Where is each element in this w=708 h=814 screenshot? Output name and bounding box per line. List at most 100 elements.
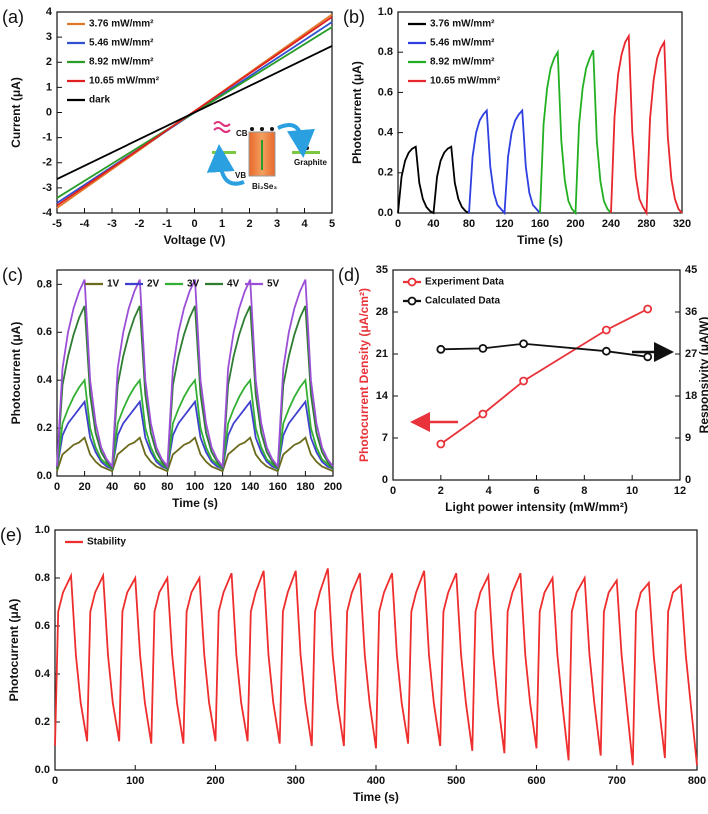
x-tick-label: -3 [107, 218, 117, 230]
annotation: CB [236, 129, 248, 138]
data-line [440, 342, 648, 358]
data-line [468, 108, 541, 216]
y-tick-label: 0.8 [35, 572, 50, 584]
data-line [610, 33, 683, 217]
data-line [440, 308, 649, 445]
legend-label: Stability [87, 537, 126, 548]
data-point [643, 352, 653, 362]
x-tick-label: 0 [54, 481, 60, 493]
x-tick-label: 200 [566, 218, 584, 230]
data-point [478, 409, 488, 419]
flow-arrow [277, 123, 315, 158]
x-tick-label: 4 [486, 485, 493, 497]
y-tick-label: 28 [376, 306, 388, 318]
electron [305, 146, 309, 150]
legend-label: Experiment Data [425, 277, 504, 288]
legend-label: 8.92 mW/mm² [89, 57, 154, 68]
x-tick-label: 800 [688, 775, 706, 787]
x-axis-label: Time (s) [172, 496, 218, 510]
x-tick-label: 80 [161, 481, 173, 493]
x-tick-label: 200 [206, 775, 224, 787]
y-tick-label: 0.4 [37, 374, 53, 386]
y-tick-label: 0.8 [378, 46, 393, 58]
legend-label: 5V [267, 279, 280, 290]
light-icon [213, 121, 231, 133]
data-point [519, 339, 528, 349]
legend-label: 2V [147, 279, 160, 290]
x-tick-label: 280 [637, 218, 655, 230]
x-tick-label: 8 [581, 485, 587, 497]
legend-label: 3V [187, 279, 200, 290]
y-axis-label: Current (μA) [9, 77, 23, 148]
legend-label: 4V [227, 279, 240, 290]
y2-tick-label: 27 [685, 348, 697, 360]
y2-tick-label: 36 [685, 306, 697, 318]
x-tick-label: 160 [531, 218, 549, 230]
y-tick-label: 1.0 [378, 6, 393, 18]
x-tick-label: 100 [186, 481, 204, 493]
x-tick-label: 80 [463, 218, 475, 230]
panel-label: (c) [2, 265, 23, 285]
y-tick-label: 3 [46, 31, 52, 43]
electron [260, 127, 264, 131]
data-point [436, 344, 446, 354]
y2-tick-label: 0 [685, 474, 691, 486]
x-tick-label: 60 [134, 481, 146, 493]
y-tick-label: 1 [46, 81, 52, 93]
annotation: VB [235, 171, 246, 180]
x-tick-label: 140 [241, 481, 259, 493]
y-tick-label: 2 [46, 56, 52, 68]
x-tick-label: 12 [674, 485, 686, 497]
graphite-bar [212, 151, 236, 154]
legend-label: Calculated Data [425, 296, 500, 307]
x-tick-label: 2 [438, 485, 444, 497]
inset-diagram: CB VB Bi₂Se₃ Graphite [206, 121, 327, 191]
y-axis-label: Photocurrent (μA) [350, 61, 364, 164]
x-tick-label: 100 [126, 775, 144, 787]
legend-label: 3.76 mW/mm² [89, 19, 154, 30]
y-tick-label: 0.0 [35, 764, 50, 776]
data-line [56, 399, 334, 471]
x-tick-label: 20 [78, 481, 90, 493]
panel-label: (d) [338, 265, 360, 285]
y-tick-label: -3 [42, 182, 52, 194]
y-tick-label: 0.0 [37, 470, 52, 482]
x-tick-label: -4 [80, 218, 91, 230]
data-point [601, 325, 611, 335]
panel-label: (a) [2, 7, 24, 27]
y2-axis-label: Responsivity (μA/W) [697, 317, 708, 434]
x-tick-label: 320 [673, 218, 691, 230]
y-tick-label: 0.2 [35, 716, 50, 728]
y-tick-label: 14 [376, 390, 389, 402]
x-tick-label: 3 [274, 218, 280, 230]
electron [250, 127, 254, 131]
x-tick-label: 120 [495, 218, 513, 230]
x-tick-label: 400 [367, 775, 385, 787]
x-tick-label: 0 [52, 775, 58, 787]
legend-marker [407, 296, 417, 306]
legend-label: 3.76 mW/mm² [430, 19, 495, 30]
x-axis-label: Light power intensity (mW/mm²) [445, 500, 628, 514]
electron [270, 127, 274, 131]
y-tick-label: 1.0 [35, 524, 50, 536]
panel-label: (e) [0, 525, 22, 545]
graphite-bar [292, 151, 320, 154]
legend-label: dark [89, 95, 111, 106]
legend-label: 10.65 mW/mm² [430, 76, 501, 87]
y-tick-label: -4 [42, 207, 53, 219]
data-point [519, 376, 528, 386]
legend-label: 5.46 mW/mm² [430, 38, 495, 49]
x-tick-label: 40 [427, 218, 439, 230]
y2-tick-label: 9 [685, 432, 691, 444]
data-point [643, 304, 653, 314]
y-tick-label: 35 [376, 264, 388, 276]
data-line [56, 377, 334, 471]
x-axis-label: Time (s) [353, 790, 399, 804]
x-axis-label: Voltage (V) [164, 233, 226, 247]
x-tick-label: 4 [301, 218, 308, 230]
x-tick-label: -1 [162, 218, 172, 230]
legend-label: 1V [107, 279, 120, 290]
y-tick-label: 4 [46, 6, 53, 18]
x-tick-label: 180 [296, 481, 314, 493]
